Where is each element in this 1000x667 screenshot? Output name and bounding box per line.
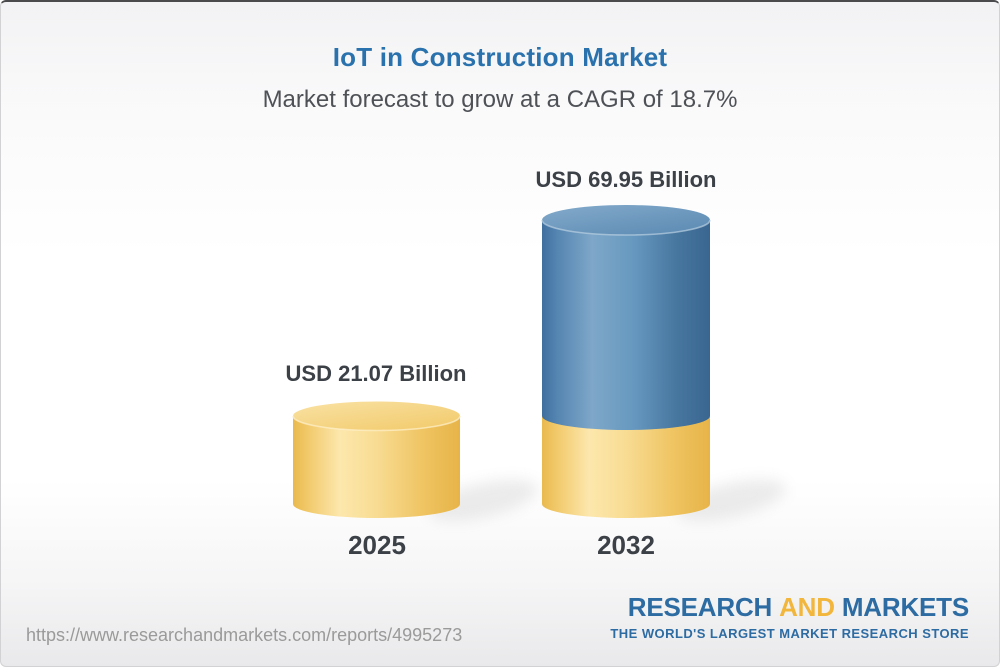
logo-word-markets: MARKETS: [841, 592, 969, 622]
axis-label-2032: 2032: [597, 530, 655, 560]
logo-word-and: AND: [779, 592, 835, 622]
cylinder-2032: [541, 205, 711, 518]
logo-wordmark: RESEARCH AND MARKETS: [610, 592, 969, 623]
axis-label-2025: 2025: [348, 530, 406, 560]
page-subtitle: Market forecast to grow at a CAGR of 18.…: [262, 86, 738, 113]
cylinder-2032-blue-body: [542, 220, 710, 430]
report-url-link[interactable]: https://www.researchandmarkets.com/repor…: [26, 625, 463, 645]
research-and-markets-logo: RESEARCH AND MARKETS THE WORLD'S LARGEST M…: [610, 592, 969, 641]
value-label-2032: USD 69.95 Billion: [535, 167, 717, 192]
logo-tagline: THE WORLD'S LARGEST MARKET RESEARCH STOR…: [610, 625, 969, 641]
cylinder-2025: [292, 401, 461, 518]
logo-word-research: RESEARCH: [627, 592, 773, 622]
value-label-2025: USD 21.07 Billion: [285, 361, 467, 386]
cylinder-2032-base: [542, 416, 710, 518]
cylinder-shadows: [428, 479, 786, 521]
page-title: IoT in Construction Market: [332, 42, 668, 72]
cylinder-2032-top: [542, 205, 710, 235]
